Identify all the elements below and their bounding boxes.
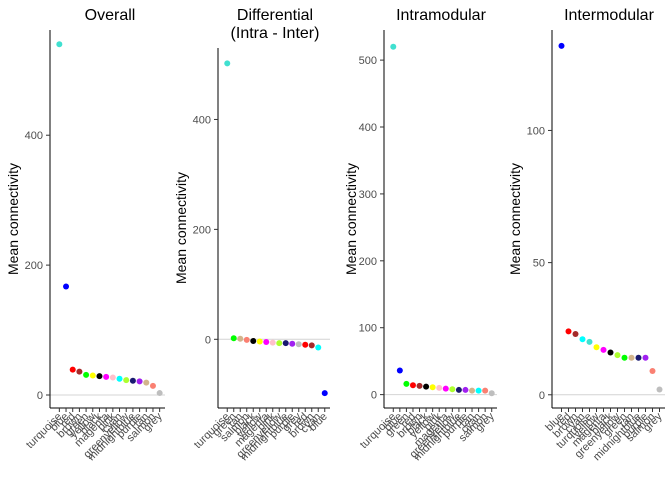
- y-tick-label: 200: [193, 224, 211, 236]
- data-point-red: [409, 382, 416, 389]
- y-axis-title: Mean connectivity: [173, 172, 189, 284]
- data-point-cyan: [475, 387, 482, 394]
- data-point-black: [250, 337, 257, 344]
- data-point-blue: [396, 367, 403, 374]
- data-point-turquoise: [224, 60, 231, 67]
- data-point-red: [565, 328, 572, 335]
- data-point-salmon: [243, 336, 250, 343]
- data-point-cyan: [315, 344, 322, 351]
- data-point-pink: [269, 339, 276, 346]
- data-point-greenyellow: [123, 377, 130, 384]
- data-point-salmon: [149, 382, 156, 389]
- y-tick-label: 0: [539, 390, 545, 402]
- y-tick-label: 0: [371, 390, 377, 402]
- data-point-yellow: [429, 384, 436, 391]
- y-tick-label: 0: [205, 334, 211, 346]
- y-axis-title: Mean connectivity: [5, 163, 21, 275]
- data-point-greenyellow: [614, 352, 621, 359]
- data-point-brown: [416, 382, 423, 389]
- data-point-magenta: [263, 339, 270, 346]
- data-point-cyan: [116, 375, 123, 382]
- y-tick-label: 400: [359, 122, 377, 134]
- y-tick-label: 100: [527, 125, 545, 137]
- data-point-purple: [136, 378, 143, 385]
- data-point-blue: [321, 390, 328, 397]
- y-tick-label: 100: [359, 323, 377, 335]
- y-tick-label: 400: [25, 130, 43, 142]
- y-tick-label: 500: [359, 55, 377, 67]
- data-point-tan: [469, 387, 476, 394]
- data-point-grey: [295, 341, 302, 348]
- data-point-grey: [156, 390, 163, 397]
- y-axis-title: Mean connectivity: [507, 163, 523, 275]
- data-point-pink: [109, 374, 116, 381]
- data-point-green: [83, 371, 90, 378]
- data-point-turquoise: [390, 43, 397, 50]
- panel-title: Differential: [237, 7, 313, 24]
- data-point-purple: [462, 386, 469, 393]
- data-point-brown: [76, 368, 83, 375]
- data-point-red: [302, 341, 309, 348]
- data-point-greenyellow: [449, 386, 456, 393]
- data-point-tan: [628, 354, 635, 361]
- data-point-greenyellow: [276, 340, 283, 347]
- data-point-midnightblue: [455, 386, 462, 393]
- data-point-tan: [237, 335, 244, 342]
- panel-title: (Intra - Inter): [231, 25, 320, 42]
- panel-title: Intramodular: [396, 7, 486, 24]
- data-point-brown: [572, 330, 579, 337]
- data-point-cyan: [579, 336, 586, 343]
- data-point-magenta: [600, 346, 607, 353]
- data-point-black: [423, 383, 430, 390]
- y-tick-label: 400: [193, 114, 211, 126]
- panel-title: Overall: [85, 7, 136, 24]
- data-point-magenta: [442, 385, 449, 392]
- panel-title: Intermodular: [564, 7, 654, 24]
- panel-2: Differential(Intra - Inter) Mean connecti…: [173, 7, 330, 463]
- data-point-green: [230, 335, 237, 342]
- data-point-grey: [488, 390, 495, 397]
- data-point-midnightblue: [282, 340, 289, 347]
- data-point-turquoise: [56, 41, 63, 48]
- data-point-purple: [289, 340, 296, 347]
- data-point-turquoise: [586, 338, 593, 345]
- y-tick-label: 0: [37, 390, 43, 402]
- y-tick-label: 300: [359, 189, 377, 201]
- y-tick-label: 200: [359, 256, 377, 268]
- panel-3: Intramodular Mean connectivity 0 100 200 300 4…: [343, 7, 497, 463]
- data-point-blue: [63, 283, 70, 290]
- data-point-tan: [143, 379, 150, 386]
- y-tick-label: 200: [25, 260, 43, 272]
- data-point-salmon: [649, 367, 656, 374]
- data-point-blue: [558, 42, 565, 49]
- data-point-green: [621, 354, 628, 361]
- data-point-yellow: [256, 338, 263, 345]
- data-point-yellow: [593, 344, 600, 351]
- data-point-salmon: [482, 387, 489, 394]
- data-point-magenta: [103, 373, 110, 380]
- data-point-grey: [656, 386, 663, 393]
- data-point-midnightblue: [635, 354, 642, 361]
- data-point-yellow: [89, 372, 96, 379]
- data-point-purple: [642, 354, 649, 361]
- data-point-brown: [308, 342, 315, 349]
- y-axis-title: Mean connectivity: [343, 163, 359, 275]
- data-point-red: [69, 366, 76, 373]
- data-point-green: [403, 380, 410, 387]
- y-tick-label: 50: [533, 258, 545, 270]
- data-point-midnightblue: [129, 377, 136, 384]
- data-point-black: [96, 373, 103, 380]
- data-point-pink: [436, 384, 443, 391]
- data-point-black: [607, 349, 614, 356]
